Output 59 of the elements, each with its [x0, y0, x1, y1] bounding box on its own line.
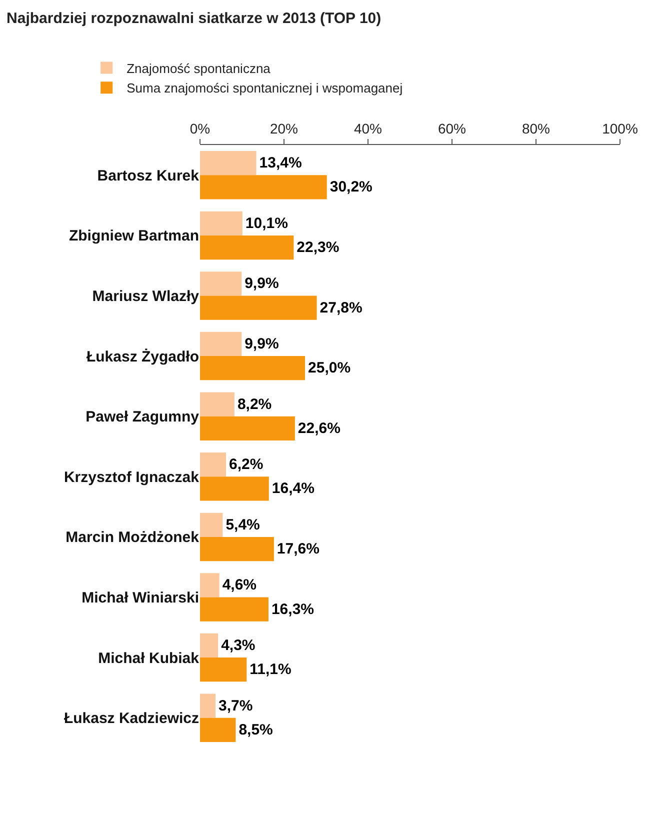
- data-label: 9,9%: [244, 335, 279, 352]
- data-label: 10,1%: [245, 214, 288, 232]
- y-tick-label: Łukasz Żygadło: [86, 348, 199, 366]
- x-tick-label: 40%: [354, 120, 382, 136]
- y-tick-label: Marcin Możdżonek: [66, 529, 200, 546]
- data-label: 3,7%: [218, 697, 253, 714]
- legend-label: Znajomość spontaniczna: [126, 60, 272, 76]
- bar: [200, 536, 274, 562]
- bar: [200, 235, 294, 260]
- data-label: 22,6%: [298, 420, 340, 437]
- x-tick-label: 20%: [270, 120, 298, 136]
- bar: [200, 296, 317, 320]
- bar: [200, 512, 223, 537]
- data-label: 4,6%: [222, 576, 257, 594]
- data-label: 13,4%: [259, 154, 302, 172]
- bar: [200, 392, 234, 416]
- bar: [200, 573, 220, 598]
- y-tick-label: Michał Kubiak: [98, 650, 200, 667]
- data-label: 9,9%: [244, 275, 279, 292]
- data-label: 17,6%: [276, 540, 320, 558]
- bar: [200, 151, 256, 176]
- data-label: 16,3%: [271, 600, 314, 618]
- x-tick-label: 60%: [438, 120, 466, 136]
- bar: [200, 332, 242, 356]
- bar: [200, 633, 218, 658]
- y-tick-label: Łukasz Kadziewicz: [64, 710, 199, 728]
- data-label: 4,3%: [221, 636, 256, 654]
- legend-label: Suma znajomości spontanicznej i wspomaganej: [126, 80, 403, 96]
- y-tick-label: Mariusz Wlazły: [92, 288, 200, 305]
- data-label: 25,0%: [308, 360, 351, 377]
- chart-title: Najbardziej rozpoznawalni siatkarze w 2013 (TOP 10): [6, 10, 382, 27]
- y-tick-label: Michał Winiarski: [82, 590, 199, 606]
- data-label: 30,2%: [330, 178, 372, 196]
- data-label: 8,5%: [238, 721, 273, 738]
- bar: [200, 476, 269, 501]
- bar: [200, 175, 327, 200]
- data-label: 5,4%: [226, 516, 260, 534]
- data-label: 6,2%: [229, 456, 264, 474]
- bar: [200, 272, 242, 296]
- data-label: 22,3%: [296, 239, 340, 256]
- bar: [200, 356, 305, 380]
- y-tick-label: Bartosz Kurek: [97, 167, 200, 184]
- data-label: 27,8%: [320, 299, 362, 316]
- bar: [200, 718, 236, 742]
- data-label: 11,1%: [250, 661, 292, 678]
- data-label: 8,2%: [237, 396, 272, 413]
- bar: [200, 452, 226, 477]
- bar: [200, 597, 268, 622]
- bar: [200, 211, 242, 236]
- x-tick-label: 100%: [602, 120, 638, 136]
- x-tick-label: 0%: [190, 120, 210, 136]
- x-tick-label: 80%: [522, 120, 550, 136]
- y-tick-label: Krzysztof Ignaczak: [64, 468, 200, 486]
- bar: [200, 416, 295, 440]
- y-tick-label: Zbigniew Bartman: [68, 228, 199, 245]
- bar: [200, 694, 216, 718]
- data-label: 16,4%: [272, 480, 314, 498]
- y-tick-label: Paweł Zagumny: [86, 408, 200, 426]
- bar: [200, 658, 247, 682]
